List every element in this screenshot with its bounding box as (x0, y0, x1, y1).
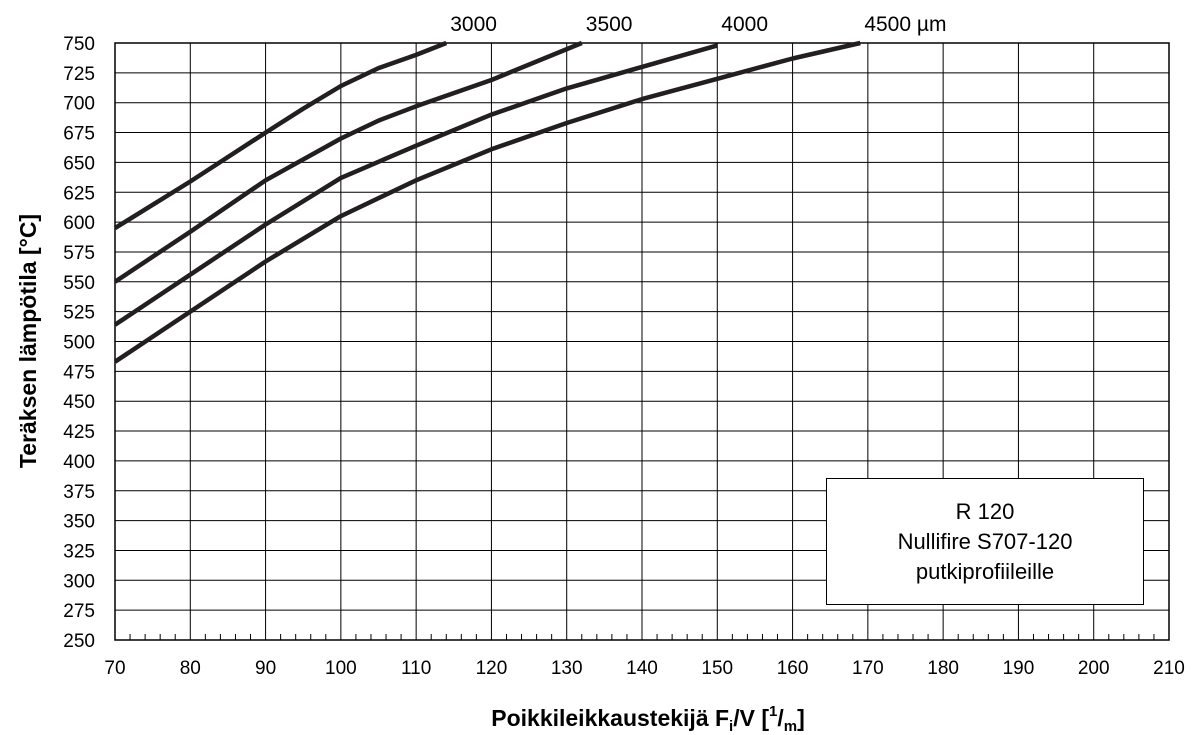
y-tick-label: 300 (63, 571, 95, 592)
y-tick-label: 450 (63, 392, 95, 413)
y-tick-label: 600 (63, 213, 95, 234)
y-tick-labels: 250 275 300 325 350 375 400 425 450 475 500 525 550 5… (63, 34, 95, 652)
x-axis-title: Poikkileikkaustekijä Fi/V [1/m] (491, 703, 805, 735)
y-tick-label: 500 (63, 333, 95, 354)
x-tick-label: 140 (626, 658, 658, 679)
y-tick-label: 575 (63, 243, 95, 264)
legend-profile: putkiprofiileille (915, 558, 1055, 584)
x-tick-label: 180 (927, 658, 959, 679)
x-tick-label: 120 (476, 658, 508, 679)
legend-box: R 120 Nullifire S707-120 putkiprofiileil… (826, 478, 1144, 605)
y-tick-label: 725 (63, 64, 95, 85)
series-labels: 3000 3500 4000 4500 µm (450, 13, 946, 36)
series-line-3000 (113, 40, 448, 231)
y-tick-label: 275 (63, 601, 95, 622)
legend-product: Nullifire S707-120 (897, 528, 1073, 554)
series-lines (113, 40, 861, 364)
x-tick-label: 210 (1153, 658, 1185, 679)
x-tick-label: 190 (1003, 658, 1035, 679)
y-tick-label: 250 (63, 631, 95, 652)
y-tick-label: 425 (63, 422, 95, 443)
series-label-3500: 3500 (586, 13, 633, 36)
plot-area (114, 42, 1170, 641)
x-tick-label: 80 (180, 658, 201, 679)
y-tick-label: 400 (63, 452, 95, 473)
y-tick-label: 350 (63, 512, 95, 533)
x-tick-label: 130 (551, 658, 583, 679)
x-tick-label: 100 (325, 658, 357, 679)
series-line-4000 (113, 43, 718, 327)
series-label-3000: 3000 (450, 13, 497, 36)
x-tick-label: 110 (401, 658, 431, 679)
y-tick-label: 375 (63, 482, 95, 503)
series-label-4000: 4000 (721, 13, 768, 36)
y-tick-label: 525 (63, 303, 95, 324)
series-line-3500 (113, 40, 583, 284)
y-tick-label: 625 (63, 183, 95, 204)
x-tick-label: 70 (104, 658, 125, 679)
x-tick-label: 90 (255, 658, 276, 679)
series-label-4500: 4500 µm (864, 13, 946, 36)
x-tick-label: 170 (852, 658, 884, 679)
x-minor-ticks (129, 634, 1155, 640)
x-tick-label: 200 (1078, 658, 1110, 679)
y-tick-label: 700 (63, 94, 95, 115)
series-line-4500 (113, 40, 861, 364)
y-tick-label: 475 (63, 362, 95, 383)
x-tick-label: 160 (777, 658, 809, 679)
legend-rating: R 120 (955, 498, 1015, 524)
y-tick-label: 750 (63, 34, 95, 55)
y-axis-title: Teräksen lämpötila [°C] (15, 214, 41, 468)
y-tick-label: 650 (63, 153, 95, 174)
x-tick-label: 150 (701, 658, 733, 679)
x-tick-labels: 70 80 90 100 110 120 130 140 150 160 170 180 190 200 2… (104, 658, 1184, 679)
y-tick-label: 550 (63, 273, 95, 294)
y-tick-label: 675 (63, 124, 95, 145)
y-tick-label: 325 (63, 541, 95, 562)
